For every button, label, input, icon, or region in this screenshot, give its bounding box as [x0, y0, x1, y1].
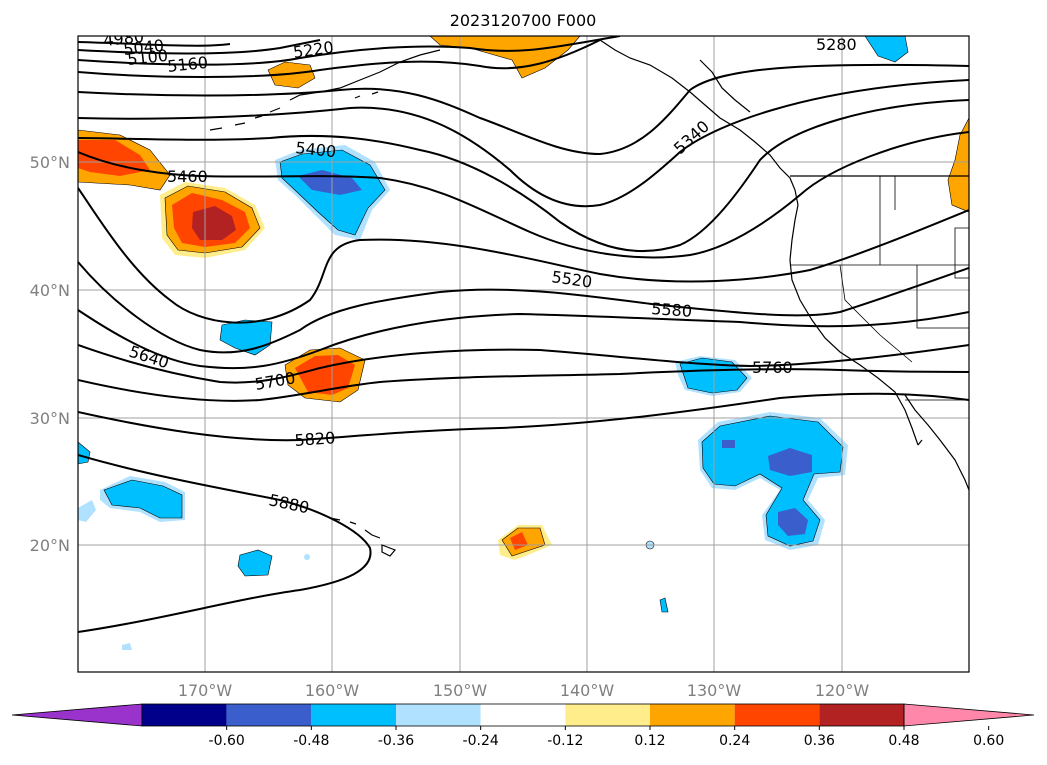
contour-label: 5280 [816, 35, 857, 54]
colorbar-tick-label: -0.36 [378, 733, 414, 749]
colorbar-segment [819, 704, 904, 726]
colorbar-tick-label: -0.60 [209, 733, 245, 749]
colorbar-segment [396, 704, 481, 726]
colorbar-segment [734, 704, 820, 726]
colorbar-tick-label: 0.60 [973, 733, 1004, 749]
colorbar-segment [311, 704, 396, 726]
colorbar-tick-label: -0.48 [293, 733, 329, 749]
contour-label: 5460 [167, 167, 208, 186]
contour-label: 5820 [294, 428, 336, 450]
map-title: 2023120700 F000 [450, 11, 597, 30]
colorbar-segment [565, 704, 650, 726]
lon-label: 170°W [178, 681, 233, 700]
lat-label: 20°N [30, 536, 70, 555]
contour-label: 5040 [122, 36, 164, 59]
colorbar-extend-low [11, 703, 143, 727]
lon-label: 160°W [305, 681, 360, 700]
contour-label: 4980 [102, 27, 144, 50]
height-contours [78, 36, 969, 633]
colorbar-tick-label: -0.12 [547, 733, 583, 749]
colorbar-tick-label: 0.12 [634, 733, 665, 749]
coastlines [209, 39, 969, 557]
colorbar-tick-label: 0.36 [804, 733, 835, 749]
colorbar-outline [141, 703, 905, 727]
lon-label: 150°W [433, 681, 488, 700]
anomaly-shading [78, 36, 969, 650]
lon-label: 140°W [560, 681, 615, 700]
latitude-labels: 50°N 40°N 30°N 20°N [30, 153, 70, 555]
longitude-labels: 170°W 160°W 150°W 140°W 130°W 120°W [178, 681, 870, 700]
contour-label: 5100 [126, 46, 168, 69]
contour-label: 5160 [166, 53, 208, 76]
colorbar: -0.60 -0.48 -0.36 -0.24 -0.12 0.12 0.24 0.36 0.4… [11, 703, 1035, 749]
lon-label: 130°W [687, 681, 742, 700]
gridlines [78, 36, 969, 672]
lat-label: 50°N [30, 153, 70, 172]
contour-label: 5760 [752, 358, 793, 377]
contour-label: 5580 [651, 299, 693, 321]
map-area: 4980 5040 5100 5160 5220 5280 5340 5400 … [78, 27, 969, 672]
colorbar-tick-label: 0.48 [888, 733, 919, 749]
colorbar-extend-high [903, 703, 1035, 727]
colorbar-segment [480, 704, 566, 726]
lon-label: 120°W [815, 681, 870, 700]
colorbar-segment [650, 704, 735, 726]
lat-label: 40°N [30, 281, 70, 300]
colorbar-segment [226, 704, 312, 726]
colorbar-tick-label: 0.24 [719, 733, 750, 749]
colorbar-segment [142, 704, 227, 726]
colorbar-tick-label: -0.24 [463, 733, 499, 749]
lat-label: 30°N [30, 409, 70, 428]
map-frame [77, 35, 970, 673]
contour-label: 5400 [295, 138, 337, 161]
